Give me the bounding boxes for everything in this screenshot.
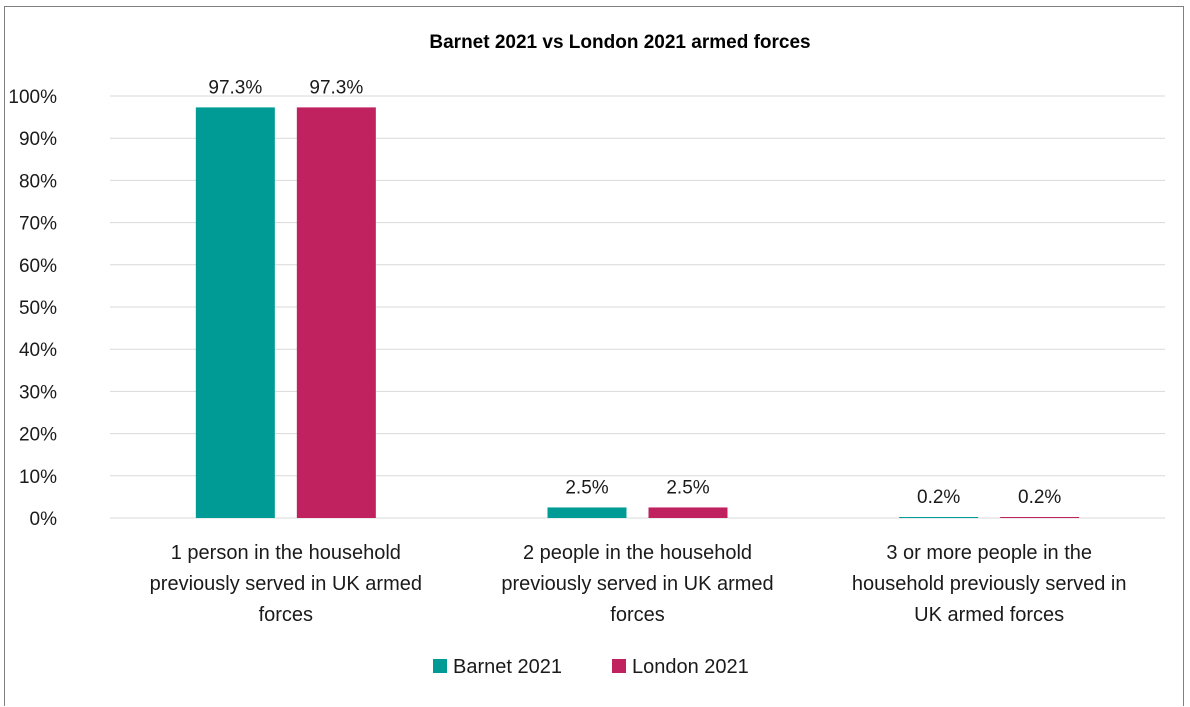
category-label: 3 or more people in the household previou… xyxy=(852,542,1127,626)
category-label-line: previously served in UK armed xyxy=(501,573,773,595)
y-tick-label: 80% xyxy=(19,171,57,192)
chart-title: Barnet 2021 vs London 2021 armed forces xyxy=(429,32,810,53)
legend-label: Barnet 2021 xyxy=(453,656,562,678)
category-label: 1 person in the household previously serv… xyxy=(150,542,422,626)
legend-swatch xyxy=(433,659,447,673)
gridlines xyxy=(110,95,1165,519)
y-tick-label: 100% xyxy=(8,87,57,108)
bars xyxy=(195,107,1080,519)
data-label: 2.5% xyxy=(565,477,608,498)
y-tick-label: 0% xyxy=(30,509,58,530)
data-label: 97.3% xyxy=(309,77,363,98)
bar xyxy=(195,107,275,519)
category-label-line: 1 person in the household xyxy=(171,542,401,564)
legend: Barnet 2021 London 2021 xyxy=(433,656,749,678)
category-label-line: UK armed forces xyxy=(914,604,1064,626)
data-label: 2.5% xyxy=(666,477,709,498)
y-tick-label: 30% xyxy=(19,382,57,403)
legend-swatch xyxy=(612,659,626,673)
category-label-line: 3 or more people in the xyxy=(886,542,1092,564)
y-tick-label: 20% xyxy=(19,425,57,446)
bar xyxy=(899,517,979,518)
bar xyxy=(547,507,627,518)
x-axis-categories: 1 person in the household previously serv… xyxy=(150,542,1127,626)
data-label: 0.2% xyxy=(917,487,960,508)
y-tick-label: 10% xyxy=(19,467,57,488)
bar xyxy=(296,107,376,519)
y-tick-label: 40% xyxy=(19,340,57,361)
bar xyxy=(1000,517,1080,518)
legend-label: London 2021 xyxy=(632,656,749,678)
category-label: 2 people in the household previously serv… xyxy=(501,542,773,626)
y-tick-label: 50% xyxy=(19,298,57,319)
y-axis-ticks: 0% 10% 20% 30% 40% 50% 60% 70% 80% 90% 100% xyxy=(8,87,57,530)
data-labels: 97.3% 97.3% 2.5% 2.5% 0.2% 0.2% xyxy=(208,77,1061,508)
category-label-line: previously served in UK armed xyxy=(150,573,422,595)
bar xyxy=(648,507,728,518)
y-tick-label: 60% xyxy=(19,256,57,277)
data-label: 0.2% xyxy=(1018,487,1061,508)
category-label-line: forces xyxy=(259,604,313,626)
category-label-line: 2 people in the household xyxy=(523,542,752,564)
category-label-line: household previously served in xyxy=(852,573,1127,595)
data-label: 97.3% xyxy=(208,77,262,98)
y-tick-label: 70% xyxy=(19,214,57,235)
y-tick-label: 90% xyxy=(19,129,57,150)
category-label-line: forces xyxy=(610,604,664,626)
